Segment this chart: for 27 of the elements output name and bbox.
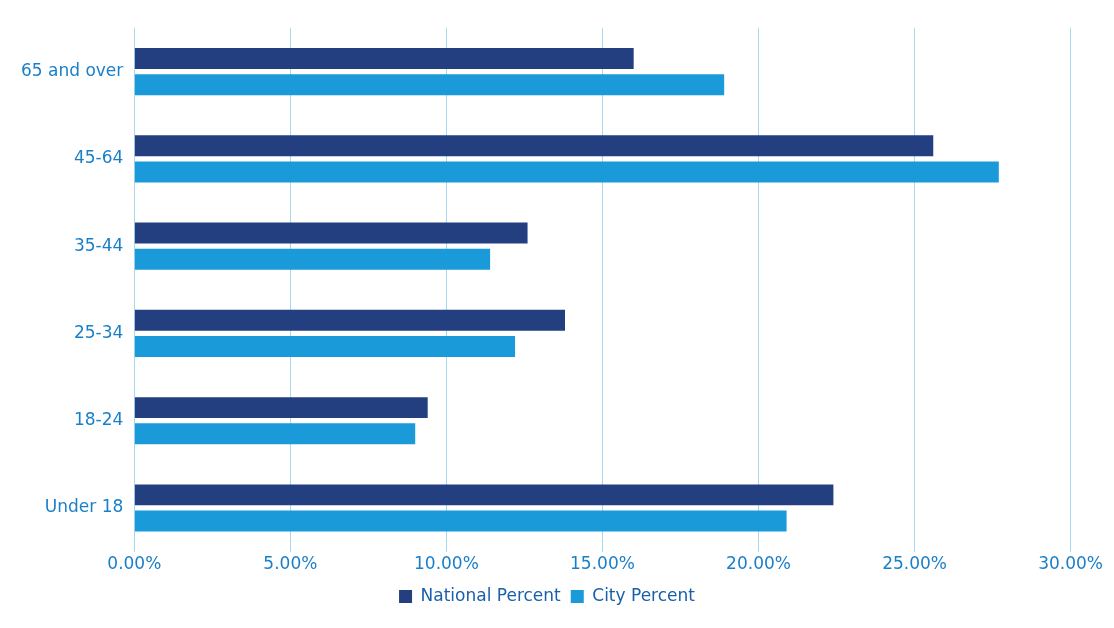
- bar: [134, 484, 834, 506]
- x-tick-label: 0.00%: [107, 553, 162, 574]
- legend-label: City Percent: [592, 584, 696, 605]
- y-tick-label: 18-24: [73, 409, 124, 430]
- bar: [134, 135, 934, 157]
- bar: [134, 161, 999, 183]
- y-tick-label: 65 and over: [20, 60, 124, 81]
- bar: [134, 222, 528, 244]
- y-tick-label: 25-34: [73, 321, 124, 342]
- legend-label: National Percent: [420, 584, 562, 605]
- bar: [134, 74, 725, 96]
- x-tick-label: 5.00%: [263, 553, 318, 574]
- y-tick-label: 45-64: [73, 147, 124, 168]
- x-tick-label: 30.00%: [1038, 553, 1103, 574]
- bar: [134, 309, 566, 331]
- x-tick-label: 10.00%: [414, 553, 479, 574]
- bar: [134, 248, 491, 270]
- bar: [134, 336, 516, 357]
- x-tick-label: 20.00%: [726, 553, 791, 574]
- bar: [134, 423, 416, 445]
- x-tick-label: 25.00%: [882, 553, 947, 574]
- x-tick-label: 15.00%: [570, 553, 635, 574]
- y-tick-label: 35-44: [73, 234, 124, 255]
- bar: [134, 397, 428, 419]
- bar: [134, 510, 787, 532]
- bar: [134, 48, 634, 70]
- y-tick-label: Under 18: [44, 496, 124, 517]
